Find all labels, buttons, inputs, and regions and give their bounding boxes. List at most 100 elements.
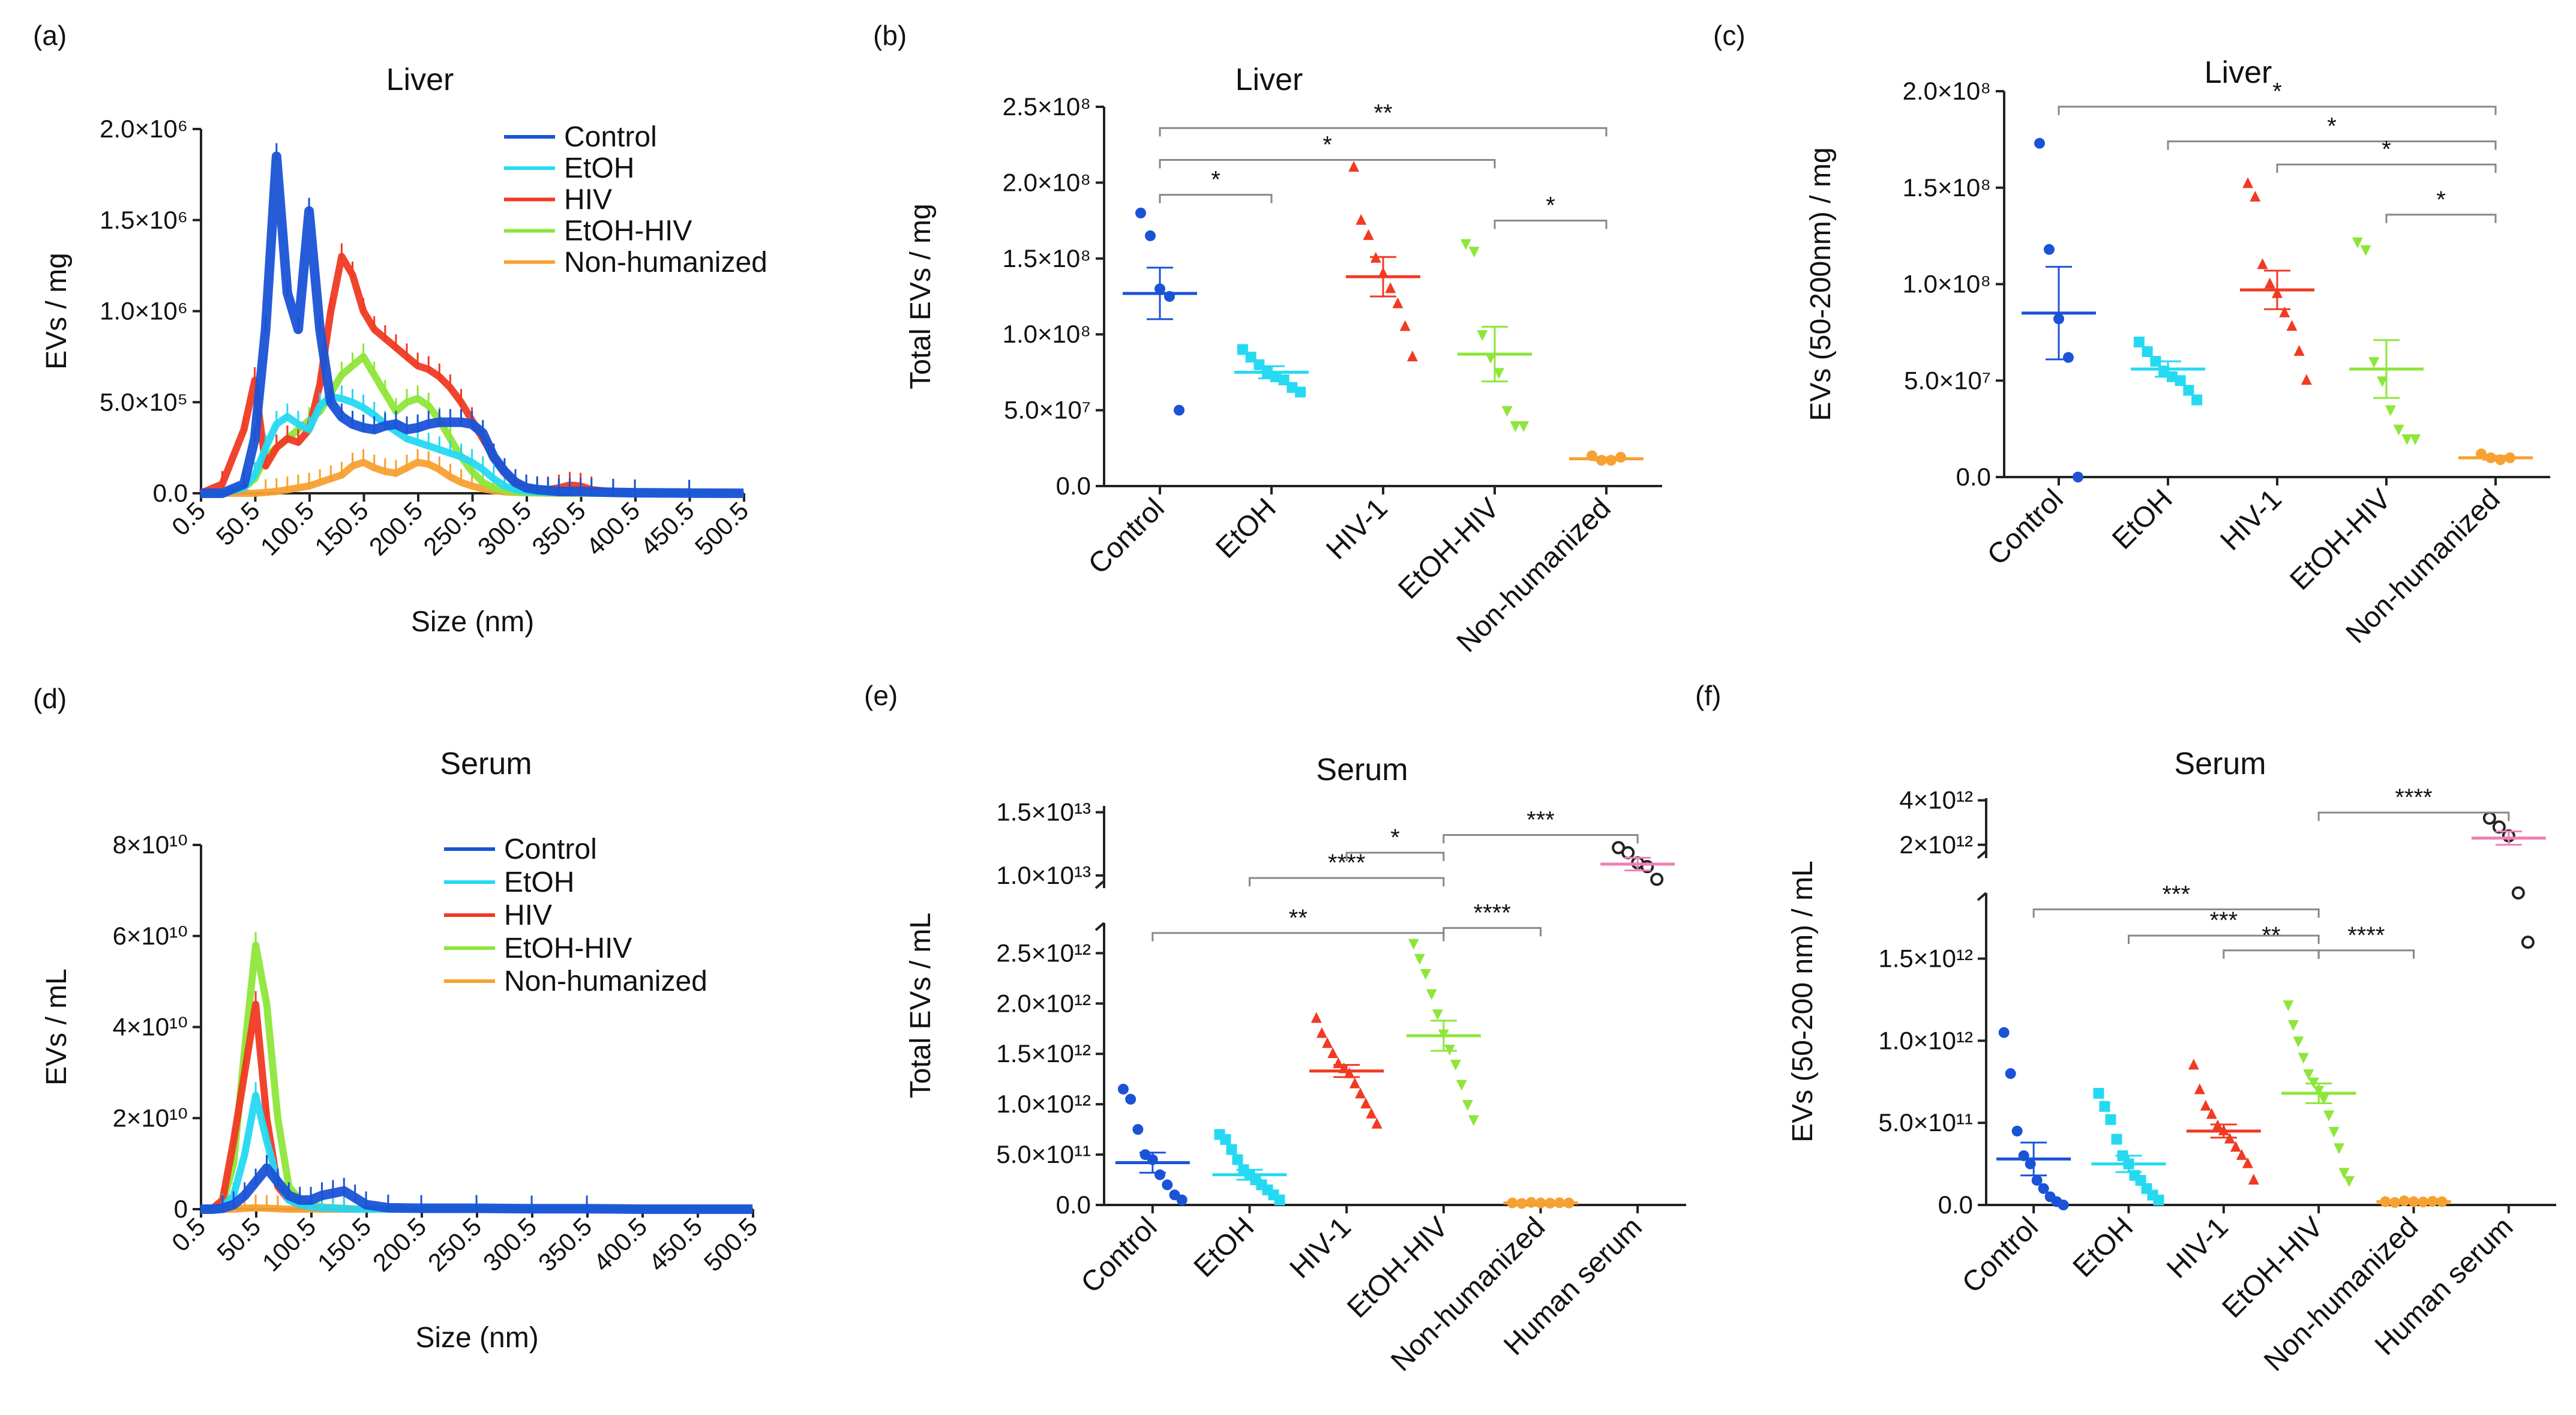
chart-b: (b) Liver 0.0 5.0×10⁷ 1.0×10⁸ 1.5×10⁸ 2.0×10⁸ 2… [873,20,1662,658]
data-point [1366,1107,1377,1119]
x-tick-label: 150.5 [312,1212,377,1277]
series-line-control [200,1163,753,1214]
data-point [1232,1154,1243,1165]
panel-label: (f) [1695,680,1721,711]
y-tick-label: 0 [174,1195,188,1223]
data-point [1162,1179,1173,1191]
data-point [2034,137,2045,149]
data-point [1132,1124,1144,1135]
data-point [2283,1000,2294,1012]
data-point [1462,1100,1473,1111]
data-point [1117,1083,1129,1095]
data-point [2058,1200,2069,1210]
legend-label-etoh-hiv: EtOH-HIV [504,933,632,964]
significance-bracket [1159,127,1608,137]
x-tick-label: 350.5 [533,1212,598,1277]
panel-label: (c) [1713,20,1746,51]
y-tick-label: 1.0×10¹² [1878,1026,1973,1054]
significance-label: ** [1374,100,1392,126]
data-point [1501,406,1513,417]
y-tick-label: 1.5×10⁸ [1003,244,1091,272]
data-point [2191,394,2203,406]
chart-c: (c) Liver 0.0 5.0×10⁷ 1.0×10⁸ 1.5×10⁸ 2.0×10⁸ E… [1713,20,2550,649]
y-tick-label: 5.0×10⁵ [100,388,188,416]
y-tick-label: 4×10¹² [1899,786,1973,814]
chart-f: (f) Serum 0.0 5.0×10¹¹ 1.0×10¹² 1.5×10¹² 2×10¹… [1695,680,2556,1377]
significance-bracket [1443,834,1639,844]
x-tick-label-control: Control [1981,483,2070,571]
significance-bracket [1159,158,1496,169]
data-point [1392,297,1404,308]
data-point [1220,1134,1231,1145]
data-point [1278,374,1290,386]
significance-label: *** [2162,881,2190,907]
y-tick-label: 0.0 [1956,463,1991,491]
y-axis-label: EVs / mL [41,969,73,1086]
data-point [1493,368,1504,379]
data-point [1420,969,1431,980]
data-point [1450,1060,1461,1071]
chart-title: Serum [2174,747,2266,781]
x-axis-label: Size (nm) [411,606,534,638]
significance-label: ** [1289,905,1308,931]
legend-label-hiv: HIV [504,900,552,931]
x-tick-label-hiv-1: HIV-1 [2214,483,2287,556]
panel-label: (d) [33,683,67,714]
y-tick-label: 1.0×10¹³ [996,861,1091,889]
data-point [1385,282,1396,293]
data-point [1468,247,1480,258]
x-tick-label: 200.5 [364,496,428,561]
chart-e: (e) Serum 0.0 5.0×10¹¹ 1.0×10¹² 1.5×10¹² 2.0×1… [864,680,1686,1377]
x-tick-label-etoh: EtOH [2067,1211,2139,1283]
data-point [1407,350,1418,362]
data-point [2206,1108,2217,1119]
data-point [1322,1037,1333,1048]
data-point [2264,277,2275,289]
data-point [2410,434,2421,445]
y-tick-label: 1.0×10¹² [996,1090,1091,1118]
data-point [2352,237,2363,248]
data-point [1253,359,1265,370]
data-point [2511,886,2525,900]
data-point [1621,846,1635,859]
significance-bracket [2058,106,2497,115]
data-point [1460,239,1471,250]
data-point [1414,954,1425,965]
data-point [1125,1093,1136,1105]
legend-label-etoh: EtOH [504,867,574,898]
data-point [1510,421,1521,432]
data-point [2005,1068,2016,1080]
x-tick-label: 450.5 [635,496,700,561]
x-tick-label: 150.5 [309,496,374,561]
x-tick-label-etoh: EtOH [2106,483,2178,555]
data-point [1311,1012,1322,1023]
data-point [2343,1176,2355,1187]
data-point [2011,1125,2023,1137]
data-point [2323,1110,2335,1122]
data-point [1650,873,1664,886]
significance-label: ** [2262,922,2280,949]
data-point [2360,245,2371,256]
y-tick-label: 1.5×10¹³ [996,798,1091,826]
significance-bracket [1159,194,1273,203]
x-tick-label-etoh-hiv: EtOH-HIV [2284,483,2397,596]
legend-label-non-humanized: Non-humanized [504,966,707,997]
chart-title: Liver [386,62,454,97]
x-tick-label-hiv-1: HIV-1 [1284,1211,1357,1284]
data-point [2293,1036,2304,1048]
y-tick-label: 0.0 [1938,1191,1973,1219]
data-point [2073,472,2083,482]
x-tick-label: 0.5 [166,1212,211,1257]
y-tick-label: 2.5×10¹² [996,939,1091,967]
x-tick-label-control: Control [1956,1211,2044,1299]
x-tick-label: 200.5 [367,1212,432,1277]
data-point [2135,1174,2146,1186]
significance-bracket [2223,949,2320,959]
y-tick-label: 1.5×10⁶ [100,206,188,234]
data-point [2521,936,2535,949]
data-point [2248,1173,2259,1185]
y-tick-label: 2×10¹² [1899,831,1973,859]
axis-break-mark [1094,880,1105,889]
y-tick-label: 5.0×10⁷ [1004,396,1091,424]
